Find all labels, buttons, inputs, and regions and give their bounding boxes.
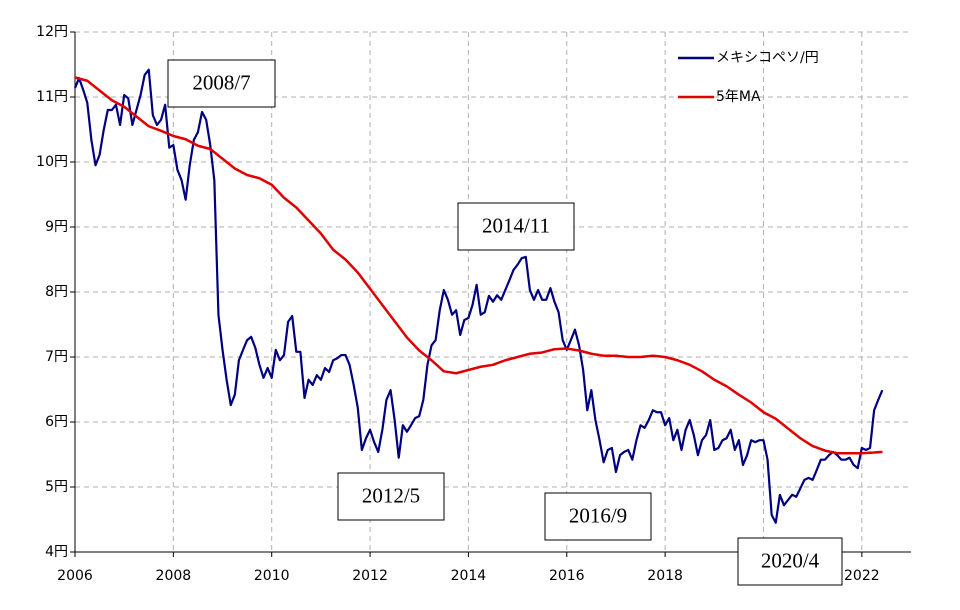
annotation-label: 2008/7 xyxy=(192,70,250,94)
y-tick-label: 4円 xyxy=(45,544,68,560)
y-tick-label: 6円 xyxy=(45,414,68,430)
y-tick-label: 8円 xyxy=(45,284,68,300)
y-tick-label: 10円 xyxy=(36,154,68,170)
series-line xyxy=(74,76,883,455)
annotation-label: 2012/5 xyxy=(362,483,420,507)
x-tick-label: 2022 xyxy=(844,568,880,584)
x-tick-label: 2014 xyxy=(451,568,487,584)
y-tick-label: 7円 xyxy=(45,349,68,365)
y-tick-label: 11円 xyxy=(36,89,68,105)
y-tick-label: 5円 xyxy=(45,479,68,495)
annotation-box xyxy=(337,472,445,521)
annotation-box xyxy=(167,59,276,108)
x-tick-label: 2006 xyxy=(57,568,93,584)
annotation-box xyxy=(457,202,575,251)
x-tick-label: 2010 xyxy=(254,568,290,584)
annotation-label: 2020/4 xyxy=(761,548,820,572)
annotation-label: 2014/11 xyxy=(482,213,550,237)
annotation-box xyxy=(737,537,843,586)
y-tick-label: 12円 xyxy=(36,24,68,40)
x-tick-label: 2008 xyxy=(156,568,192,584)
series-line xyxy=(73,68,884,524)
y-tick-label: 9円 xyxy=(45,219,68,235)
annotation: 2020/4 xyxy=(737,537,843,586)
x-tick-label: 2012 xyxy=(352,568,388,584)
legend-label: 5年MA xyxy=(716,89,761,105)
legend-label: メキシコペソ/円 xyxy=(716,50,819,66)
annotation: 2012/5 xyxy=(337,472,445,521)
annotation-label: 2016/9 xyxy=(569,503,627,527)
x-tick-label: 2016 xyxy=(549,568,585,584)
x-tick-label: 2018 xyxy=(647,568,683,584)
annotation: 2008/7 xyxy=(167,59,276,108)
annotation: 2014/11 xyxy=(457,202,575,251)
annotation-box xyxy=(544,492,652,541)
annotation: 2016/9 xyxy=(544,492,652,541)
